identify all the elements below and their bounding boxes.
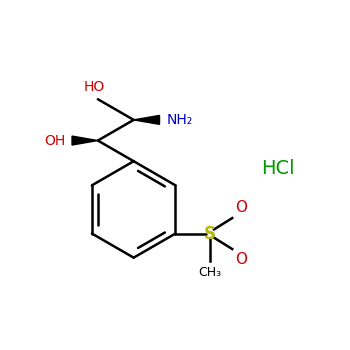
Text: O: O [235, 252, 247, 267]
Polygon shape [134, 116, 160, 124]
Text: NH₂: NH₂ [166, 113, 193, 127]
Text: HO: HO [84, 80, 105, 94]
Text: HCl: HCl [261, 159, 295, 177]
Text: S: S [204, 225, 216, 243]
Polygon shape [72, 136, 98, 145]
Text: CH₃: CH₃ [198, 266, 222, 279]
Text: O: O [235, 200, 247, 215]
Text: OH: OH [44, 134, 65, 148]
